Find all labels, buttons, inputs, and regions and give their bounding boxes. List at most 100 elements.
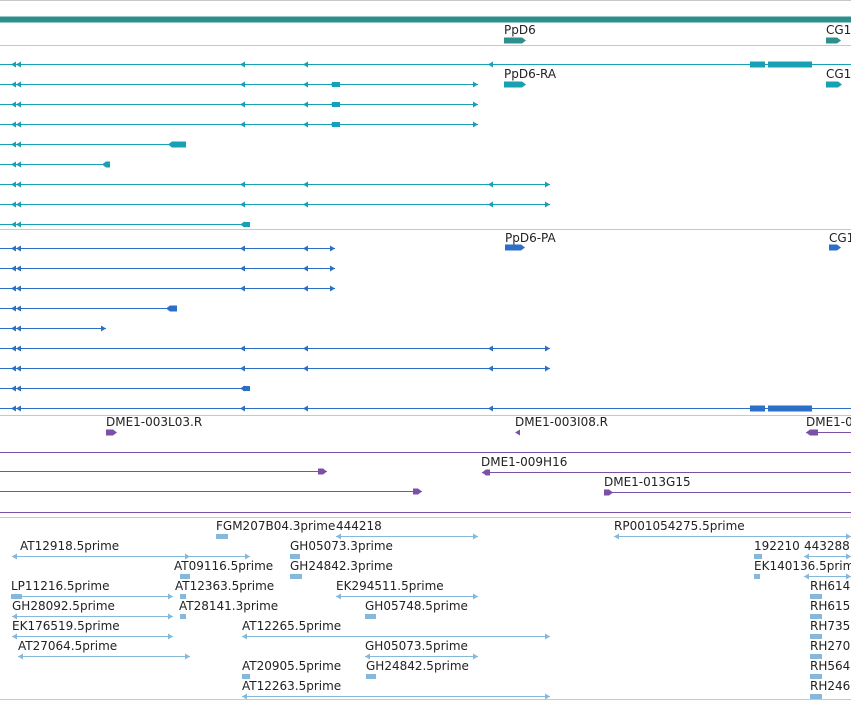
est-label[interactable]: AT20905.5prime [242,659,342,673]
est-label[interactable]: GH24842.3prime [290,559,393,573]
est-label[interactable]: RH615 [810,599,851,613]
clone-glyph [413,488,422,495]
gene-span-band [0,16,851,23]
transcript-strand-arrow [303,181,308,188]
transcript-strand-arrow [303,201,308,208]
protein-strand-arrow [240,365,245,372]
est-label[interactable]: GH05073.5prime [365,639,468,653]
est-label[interactable]: GH05748.5prime [365,599,468,613]
est-label[interactable]: FGM207B04.3prime [216,519,336,533]
protein-strand-arrow [240,405,245,412]
transcript-exon [102,161,110,168]
est-label[interactable]: EK140136.5prime [754,559,851,573]
transcript-strand-arrow [488,181,493,188]
est-label[interactable]: AT12918.5prime [20,539,120,553]
protein-strand-arrow [240,285,245,292]
est-strand-arrow [473,653,478,660]
transcript-strand-arrow [16,61,21,68]
est-label[interactable]: RP001054275.5prime [614,519,745,533]
transcript-strand-arrow [473,101,478,108]
est-strand-arrow [365,653,370,660]
est-strand-arrow [12,553,17,560]
est-label[interactable]: AT12265.5prime [242,619,342,633]
est-block [180,614,186,619]
protein-strand-arrow [11,245,16,252]
protein-label[interactable]: CG1 [829,231,851,245]
clone-label[interactable]: DME1-0 [806,415,851,429]
transcript-strand-arrow [240,81,245,88]
transcript-strand-arrow [545,181,550,188]
est-block [754,554,762,559]
est-label[interactable]: 444218 [336,519,382,533]
est-strand-arrow [242,693,247,700]
transcript-strand-arrow [16,161,21,168]
transcript-strand-arrow [240,201,245,208]
transcript-exon [332,82,340,87]
est-label[interactable]: RH270 [810,639,851,653]
transcript-exon [168,141,186,148]
separator-clone-est [0,517,851,518]
transcript-label[interactable]: CG1 [826,67,851,81]
transcript-strand-arrow [11,101,16,108]
est-block [242,674,250,679]
est-label[interactable]: RH564 [810,659,851,673]
transcript-strand-arrow [240,181,245,188]
protein-strand-arrow [16,285,21,292]
clone-label[interactable]: DME1-003L03.R [106,415,203,429]
est-strand-arrow [545,693,550,700]
protein-strand-arrow [303,245,308,252]
est-label[interactable]: LP11216.5prime [11,579,110,593]
est-label[interactable]: GH24842.5prime [366,659,469,673]
protein-strand-arrow [11,405,16,412]
est-label[interactable]: AT09116.5prime [174,559,274,573]
est-strand-arrow [168,633,173,640]
protein-strand-arrow [303,285,308,292]
protein-strand-arrow [11,345,16,352]
transcript-strand-arrow [16,201,21,208]
est-strand-arrow [185,653,190,660]
gene-label[interactable]: CG1 [826,23,851,37]
est-strand-arrow [12,613,17,620]
est-label[interactable]: RH735 [810,619,851,633]
est-strand-arrow [614,533,619,540]
protein-strand-arrow [303,345,308,352]
est-strand-arrow [846,573,851,580]
separator-gene-transcript [0,45,851,46]
protein-exon [768,405,812,412]
est-label[interactable]: EK176519.5prime [12,619,120,633]
est-label[interactable]: 443288 [804,539,850,553]
est-label[interactable]: EK294511.5prime [336,579,444,593]
est-label[interactable]: AT27064.5prime [18,639,118,653]
gene-label[interactable]: PpD6 [504,23,536,37]
separator-bottom [0,699,851,700]
est-strand-arrow [245,553,250,560]
transcript-strand-arrow [16,81,21,88]
clone-label[interactable]: DME1-003I08.R [515,415,609,429]
transcript-exon [750,61,765,68]
transcript-strand-arrow [16,221,21,228]
est-block [365,614,376,619]
est-strand-arrow [804,573,809,580]
est-strand-arrow [12,633,17,640]
est-label[interactable]: AT12363.5prime [175,579,275,593]
est-label[interactable]: AT28141.3prime [179,599,279,613]
gene-glyph [826,37,841,44]
transcript-strand-arrow [303,101,308,108]
est-label[interactable]: GH28092.5prime [12,599,115,613]
transcript-label[interactable]: PpD6-RA [504,67,557,81]
est-block [810,594,822,599]
est-label[interactable]: GH05073.3prime [290,539,393,553]
transcript-strand-arrow [11,201,16,208]
est-label[interactable]: RH614 [810,579,851,593]
transcript-strand-arrow [16,181,21,188]
est-label[interactable]: 192210 [754,539,800,553]
clone-label[interactable]: DME1-013G15 [604,475,691,489]
protein-label[interactable]: PpD6-PA [505,231,556,245]
protein-strand-arrow [16,245,21,252]
clone-label[interactable]: DME1-009H16 [481,455,568,469]
protein-strand-arrow [303,265,308,272]
protein-strand-arrow [16,265,21,272]
protein-strand-arrow [240,265,245,272]
est-label[interactable]: RH246 [810,679,851,693]
est-label[interactable]: AT12263.5prime [242,679,342,693]
